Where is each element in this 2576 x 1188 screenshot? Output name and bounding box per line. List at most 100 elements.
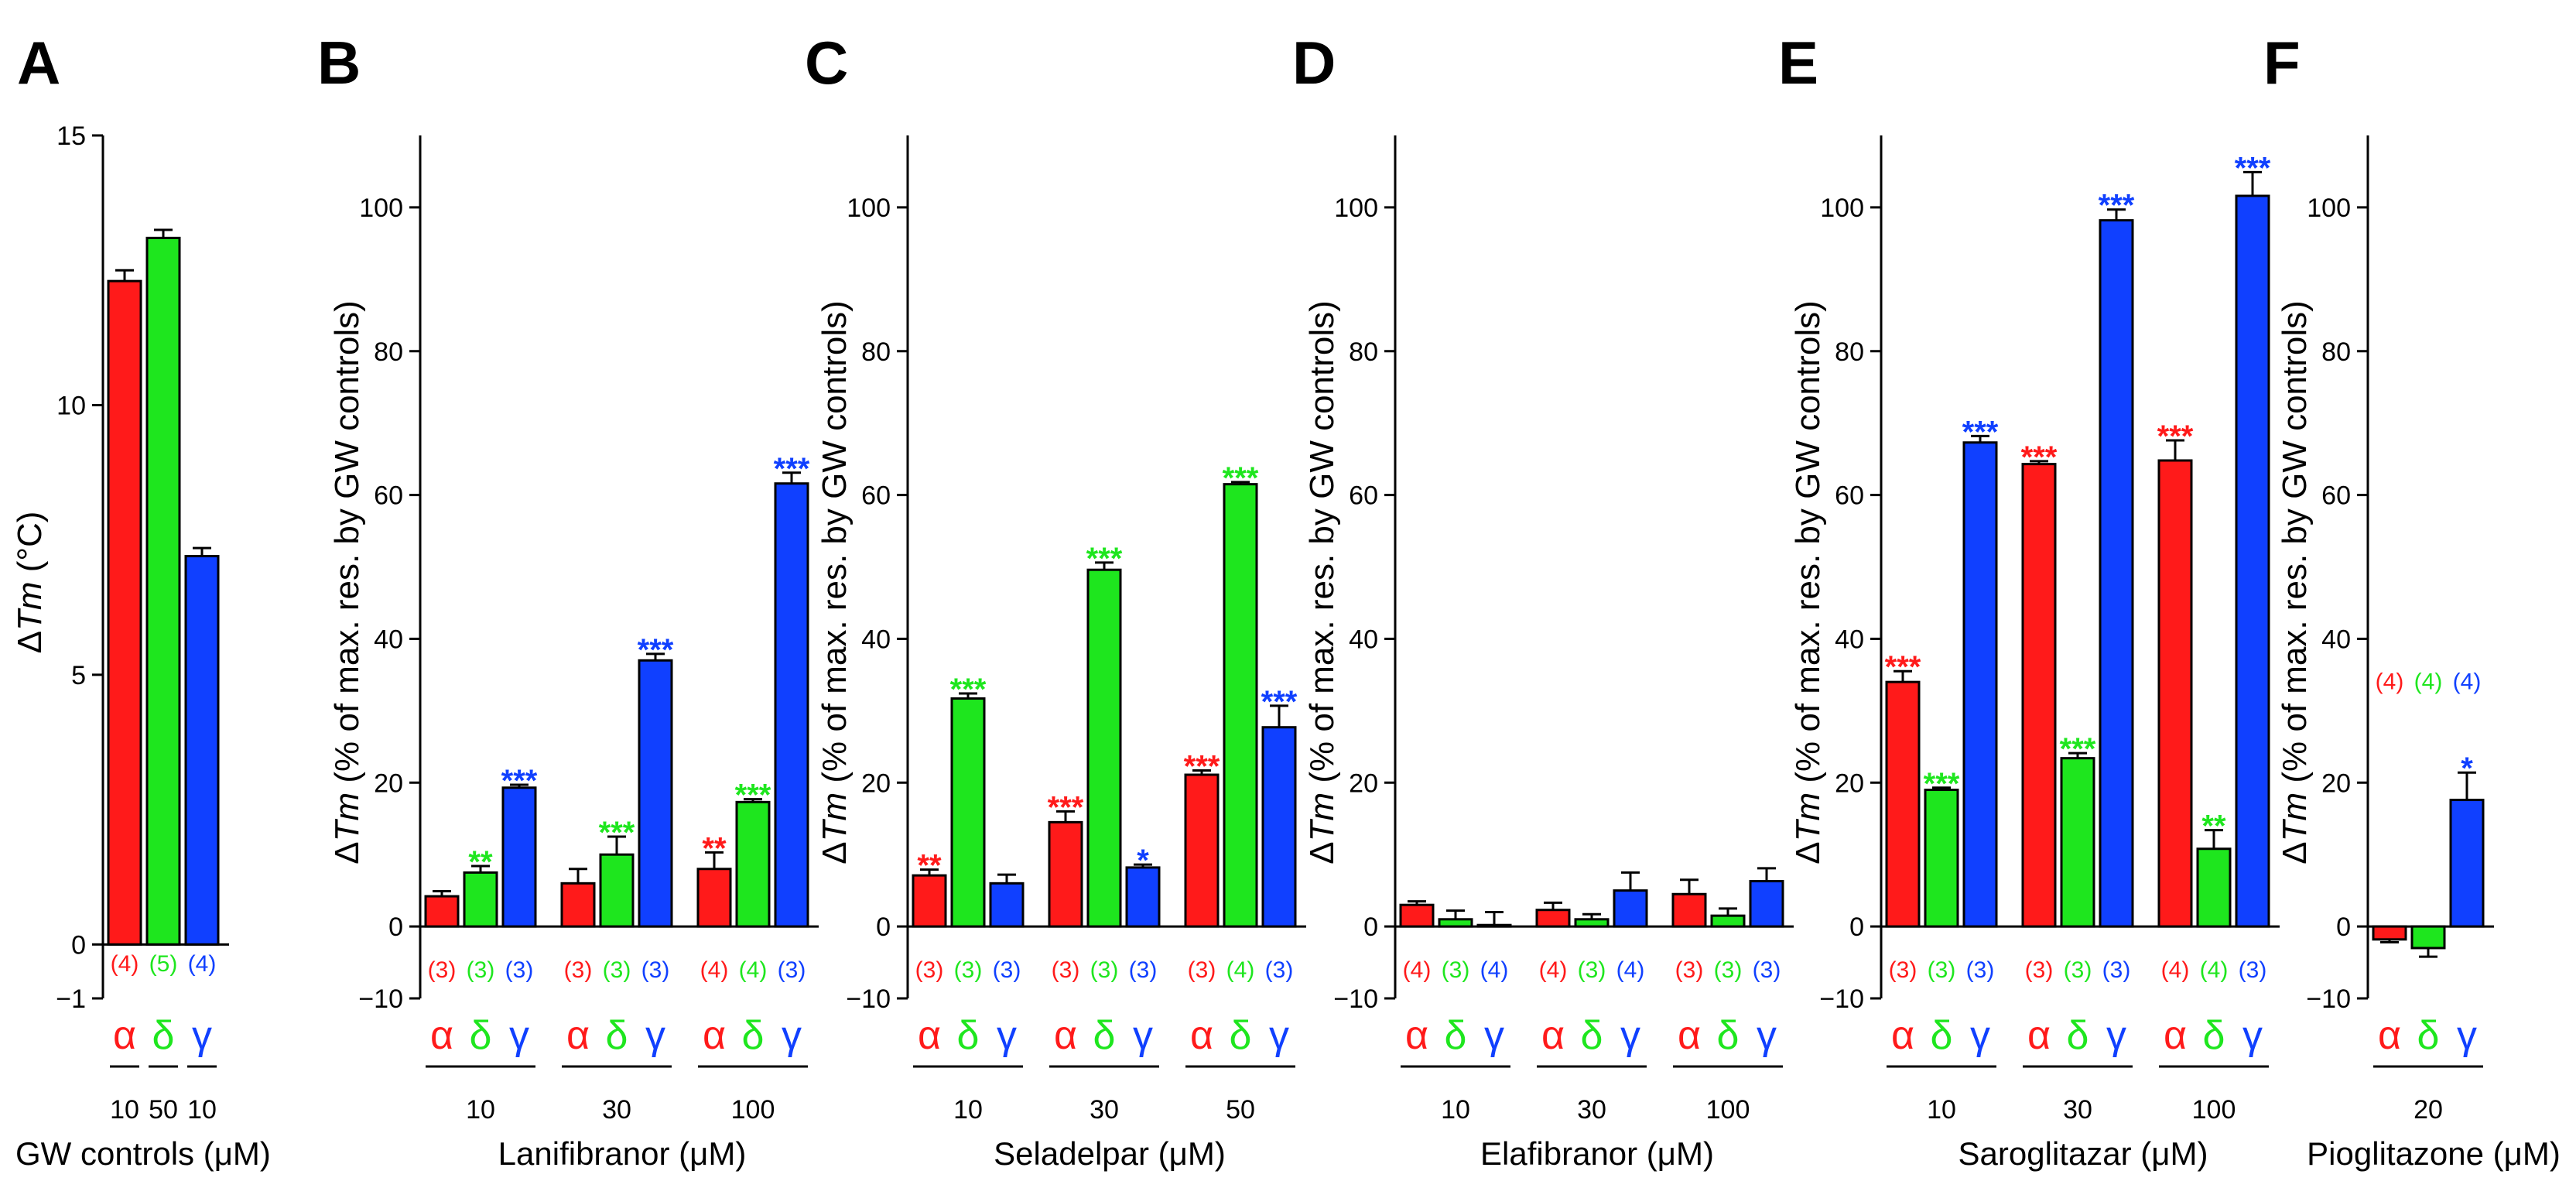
y-tick-label: 100 xyxy=(2307,193,2351,223)
n-label: (5) xyxy=(149,951,178,977)
panel-letter: E xyxy=(1778,29,1818,97)
group-label: 30 xyxy=(1577,1095,1606,1125)
panel-c: C −10 0 20 40 60 80 100 ΔTm (% of max. res. by G… xyxy=(805,29,1306,1172)
bar-delta xyxy=(1223,483,1258,928)
receptor-symbol-delta: δ xyxy=(1230,1013,1252,1058)
bar-gamma xyxy=(638,659,673,928)
y-tick-label: 40 xyxy=(1349,625,1378,654)
y-tick-label: −10 xyxy=(1819,984,1864,1014)
receptor-symbol-alpha: α xyxy=(1405,1013,1428,1058)
receptor-symbol-delta: δ xyxy=(957,1013,980,1058)
n-label: (3) xyxy=(915,957,944,983)
n-label: (4) xyxy=(1403,957,1432,983)
bar-delta xyxy=(599,853,635,928)
significance-label: *** xyxy=(501,764,538,798)
receptor-symbol-alpha: α xyxy=(2378,1013,2401,1058)
n-label: (3) xyxy=(1578,957,1606,983)
y-tick-label: 60 xyxy=(1835,481,1864,511)
significance-label: *** xyxy=(1885,650,1921,684)
receptor-symbol-gamma: γ xyxy=(509,1013,529,1058)
panel-letter: F xyxy=(2263,29,2301,97)
x-axis-label: Elafibranor (μM) xyxy=(1480,1135,1714,1172)
receptor-symbol-alpha: α xyxy=(1891,1013,1914,1058)
bar-gamma xyxy=(1749,880,1784,928)
n-label: (3) xyxy=(1889,957,1917,983)
group-label: 30 xyxy=(1090,1095,1119,1125)
panel-letter: D xyxy=(1292,29,1336,97)
group-label: 30 xyxy=(602,1095,631,1125)
panel-b: B −10 0 20 40 60 80 100 ΔTm (% of max. res. by G… xyxy=(317,29,819,1172)
y-tick-label: 60 xyxy=(2321,481,2351,511)
y-tick-label: 60 xyxy=(374,481,403,511)
bar-gamma xyxy=(2449,799,2485,928)
x-axis-label: GW controls (μM) xyxy=(15,1135,271,1172)
significance-label: *** xyxy=(2060,732,2096,766)
n-label: (3) xyxy=(505,957,534,983)
receptor-symbol-alpha: α xyxy=(113,1013,136,1058)
bar-delta xyxy=(2196,847,2232,928)
y-axis-label: ΔTm (°C) xyxy=(11,512,49,654)
y-tick-label: 0 xyxy=(388,912,403,942)
y-tick-label: 100 xyxy=(1820,193,1864,223)
panel-letter: B xyxy=(317,29,361,97)
n-label: (4) xyxy=(1480,957,1509,983)
bar-gamma xyxy=(501,786,537,928)
significance-label: ** xyxy=(917,849,942,883)
bar-alpha xyxy=(2021,463,2057,928)
x-axis-label: Pioglitazone (μM) xyxy=(2307,1135,2561,1172)
y-tick-label: 20 xyxy=(2321,769,2351,798)
y-tick-label: −10 xyxy=(358,984,403,1014)
y-tick-label: 80 xyxy=(1835,337,1864,367)
bar-alpha xyxy=(1671,892,1707,928)
significance-label: *** xyxy=(2021,440,2058,474)
significance-label: *** xyxy=(2235,151,2271,185)
receptor-symbol-gamma: γ xyxy=(1757,1013,1777,1058)
n-label: (4) xyxy=(739,957,768,983)
significance-label: ** xyxy=(2201,810,2226,844)
receptor-symbol-alpha: α xyxy=(2164,1013,2187,1058)
bar-alpha xyxy=(2157,459,2193,928)
concentration-label: 10 xyxy=(187,1095,217,1125)
y-tick-label: 0 xyxy=(876,912,891,942)
receptor-symbol-alpha: α xyxy=(1054,1013,1077,1058)
significance-label: *** xyxy=(1261,685,1298,719)
receptor-symbol-gamma: γ xyxy=(2106,1013,2126,1058)
significance-label: *** xyxy=(1184,749,1220,783)
significance-label: * xyxy=(1137,844,1149,878)
n-label: (3) xyxy=(954,957,983,983)
receptor-symbol-alpha: α xyxy=(1678,1013,1701,1058)
panel-f: F −10 0 20 40 60 80 100 ΔTm (% of max. res. by G… xyxy=(2263,29,2561,1172)
n-label: (3) xyxy=(2064,957,2092,983)
receptor-symbol-alpha: α xyxy=(2027,1013,2051,1058)
y-tick-label: −10 xyxy=(2306,984,2351,1014)
y-tick-label: 80 xyxy=(374,337,403,367)
y-axis-label: ΔTm (% of max. res. by GW controls) xyxy=(816,300,854,864)
y-tick-label: 100 xyxy=(1334,193,1378,223)
n-label: (3) xyxy=(1966,957,1995,983)
n-label: (3) xyxy=(1442,957,1470,983)
receptor-symbol-gamma: γ xyxy=(2242,1013,2263,1058)
bar-alpha xyxy=(560,882,596,928)
panel-d: D −10 0 20 40 60 80 100 ΔTm (% of max. res. by G… xyxy=(1292,29,1794,1172)
n-label: (3) xyxy=(1753,957,1781,983)
significance-label: *** xyxy=(2099,189,2135,223)
group-label: 100 xyxy=(2192,1095,2236,1125)
bar-gamma xyxy=(989,882,1025,928)
receptor-symbol-gamma: γ xyxy=(1484,1013,1504,1058)
significance-label: *** xyxy=(638,633,674,667)
receptor-symbol-alpha: α xyxy=(1541,1013,1565,1058)
y-tick-label: 15 xyxy=(56,122,86,151)
group-label: 30 xyxy=(2063,1095,2092,1125)
receptor-symbol-alpha: α xyxy=(703,1013,726,1058)
n-label: (3) xyxy=(1714,957,1743,983)
y-tick-label: −10 xyxy=(846,984,891,1014)
bar-delta xyxy=(735,800,771,928)
bar-alpha xyxy=(912,874,947,928)
bar-delta xyxy=(1086,568,1122,928)
n-label: (4) xyxy=(1539,957,1568,983)
receptor-symbol-gamma: γ xyxy=(192,1013,212,1058)
group-label: 10 xyxy=(466,1095,495,1125)
y-tick-label: 0 xyxy=(1363,912,1378,942)
concentration-label: 50 xyxy=(149,1095,178,1125)
